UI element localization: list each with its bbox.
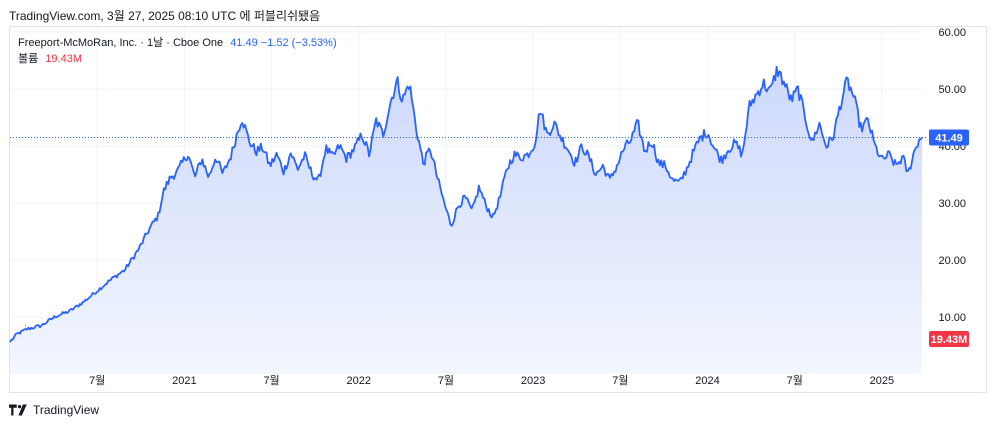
x-tick-label: 7월	[612, 374, 628, 387]
volume-badge-text: 19.43M	[931, 334, 968, 346]
last-price-badge-text: 41.49	[935, 133, 963, 145]
chart-legend: Freeport-McMoRan, Inc. · 1날 · Cboe One 4…	[18, 35, 337, 67]
volume-value: 19.43M	[45, 53, 83, 65]
price-change: 41.49 −1.52 (−3.53%)	[230, 37, 337, 49]
x-tick-label: 2022	[347, 375, 371, 387]
price-area	[10, 66, 922, 375]
footer-brand[interactable]: TradingView	[9, 403, 99, 417]
volume-label: 볼륨	[18, 53, 39, 65]
publish-caption: TradingView.com, 3월 27, 2025 08:10 UTC 에…	[9, 9, 321, 23]
y-tick-label: 60.00	[938, 27, 966, 39]
x-tick-label: 7월	[438, 374, 454, 387]
tradingview-logo-icon	[9, 404, 27, 416]
x-tick-label: 7월	[787, 374, 803, 387]
x-tick-label: 2021	[172, 375, 196, 387]
last-price-badge	[929, 129, 969, 146]
brand-name: TradingView	[33, 403, 100, 417]
y-tick-label: 50.00	[938, 84, 966, 96]
volume-badge	[929, 331, 969, 347]
price-line	[9, 65, 923, 343]
chart-frame	[9, 26, 987, 393]
x-tick-label: 2025	[870, 375, 894, 387]
x-tick-label: 2024	[695, 375, 719, 387]
x-tick-label: 7월	[89, 374, 105, 387]
y-tick-label: 20.00	[938, 255, 966, 267]
x-tick-label: 2023	[521, 375, 545, 387]
y-tick-label: 10.00	[938, 312, 966, 324]
symbol-title: Freeport-McMoRan, Inc. · 1날 · Cboe One	[18, 37, 224, 49]
x-tick-label: 7월	[263, 374, 279, 387]
y-tick-label: 30.00	[938, 198, 966, 210]
